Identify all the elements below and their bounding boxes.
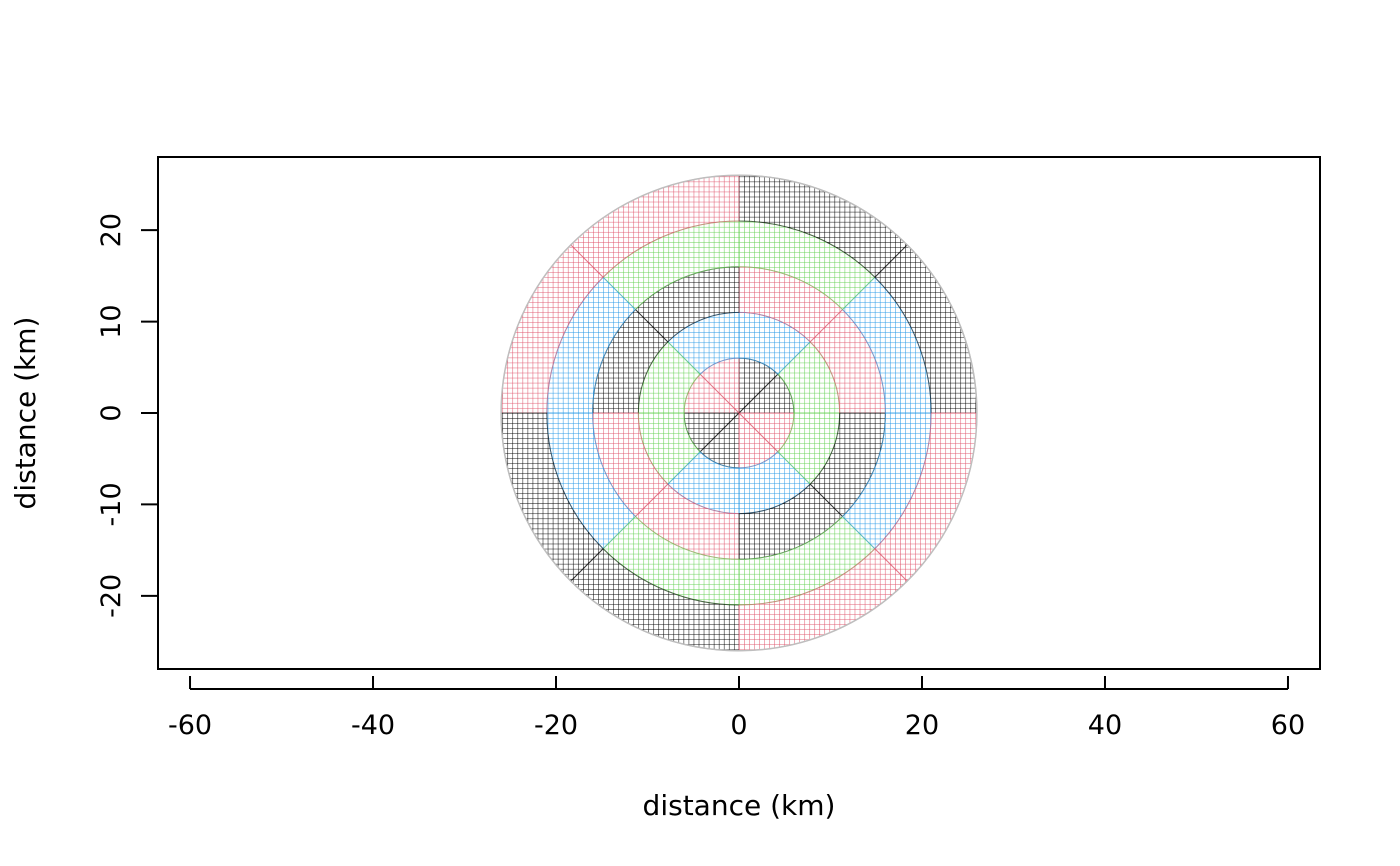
x-tick-label: -40 [351, 710, 395, 741]
x-tick-label: 40 [1088, 710, 1122, 741]
x-axis-label: distance (km) [643, 789, 836, 822]
y-tick-label: -10 [96, 482, 127, 526]
x-tick-label: 60 [1271, 710, 1305, 741]
y-axis-label: distance (km) [9, 317, 42, 510]
y-axis: -20 -10 0 10 20 [96, 213, 159, 618]
outer-ring-outline [500, 174, 978, 652]
y-tick-label: 10 [96, 304, 127, 338]
y-tick-label: 0 [96, 404, 127, 421]
x-tick-label: 20 [905, 710, 939, 741]
y-tick-label: 20 [96, 213, 127, 247]
ring-outlines [500, 174, 978, 652]
x-tick-label: -20 [534, 710, 578, 741]
x-tick-label: 0 [730, 710, 747, 741]
x-tick-label: -60 [168, 710, 212, 741]
x-axis: -60 -40 -20 0 20 40 60 [168, 676, 1305, 741]
y-tick-label: -20 [96, 574, 127, 618]
grid-cells [500, 174, 978, 652]
